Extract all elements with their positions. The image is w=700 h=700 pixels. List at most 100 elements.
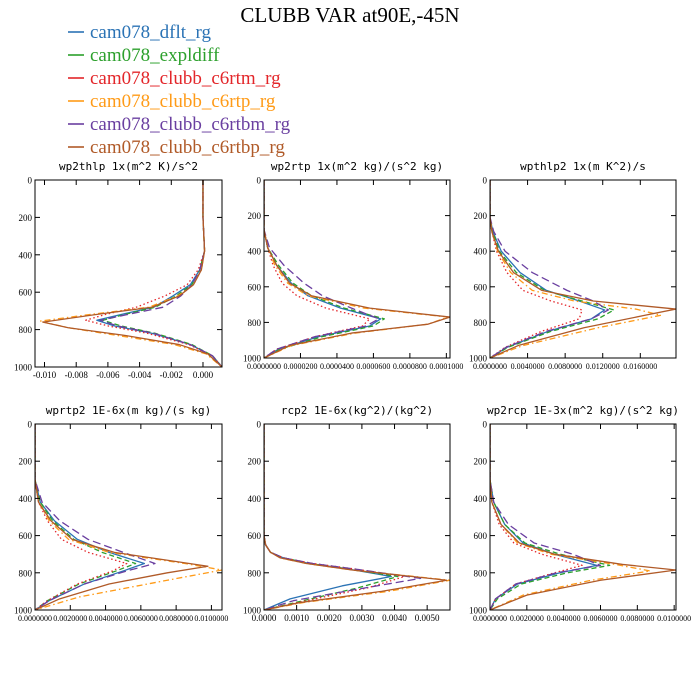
y-tick-label: 400 (248, 494, 262, 504)
plot-frame (34, 423, 223, 611)
series-line-cam078_clubb_c6rtbp_rg (490, 180, 676, 358)
plot-frame (489, 423, 677, 611)
x-tick-label: 0.0040000 (511, 362, 545, 371)
legend-item: cam078_expldiff (68, 45, 220, 66)
y-tick-label: 200 (19, 213, 33, 223)
x-tick-label: 0.000 (193, 370, 214, 380)
x-tick-label: 0.0020000 (53, 614, 87, 623)
x-tick-label: 0.0000000 (247, 362, 281, 371)
series-line-cam078_dflt_rg (264, 424, 392, 610)
series-line-cam078_clubb_c6rtbm_rg (99, 180, 222, 367)
x-tick-label: 0.0080000 (620, 614, 654, 623)
series-line-cam078_clubb_c6rtbp_rg (264, 424, 448, 610)
y-tick-label: 200 (19, 457, 33, 467)
x-tick-label: -0.010 (33, 370, 57, 380)
chart-panel: wpthlp2 1x(m K^2)/s020040060080010000.00… (469, 160, 677, 371)
x-tick-label: 0.0050 (415, 613, 440, 623)
x-tick-label: 0.0000400 (320, 362, 354, 371)
y-tick-label: 0 (28, 176, 33, 186)
x-tick-label: 0.0020000 (510, 614, 544, 623)
x-tick-label: -0.004 (128, 370, 152, 380)
chart-panel: wprtp2 1E-6x(m kg)/(s kg) 0 200 400 600 800 10… (14, 404, 228, 623)
legend-label: cam078_clubb_c6rtbm_rg (90, 114, 291, 135)
x-tick-label: 0.0160000 (623, 362, 657, 371)
y-tick-label: 1000 (14, 606, 33, 616)
panel-title: wpthlp2 1x(m K^2)/s (520, 160, 646, 173)
legend-label: cam078_dflt_rg (90, 22, 212, 43)
y-tick-label: 400 (474, 494, 488, 504)
x-tick-label: 0.0010 (284, 613, 309, 623)
x-tick-label: -0.006 (96, 370, 120, 380)
y-tick-label: 800 (474, 568, 488, 578)
series-line-cam078_clubb_c6rtp_rg (35, 424, 222, 610)
y-tick-label: 800 (474, 318, 488, 328)
series-line-cam078_clubb_c6rtbp_rg (264, 180, 450, 358)
legend-item: cam078_dflt_rg (68, 22, 212, 43)
series-group (264, 180, 450, 358)
series-line-cam078_clubb_c6rtp_rg (490, 424, 651, 610)
series-line-cam078_clubb_c6rtp_rg (264, 180, 449, 358)
y-tick-label: 1000 (469, 606, 488, 616)
y-tick-label: 800 (19, 568, 33, 578)
panel-title: wp2thlp 1x(m^2 K)/s^2 (59, 160, 198, 173)
chart-panel: wp2rcp 1E-3x(m^2 kg)/(s^2 kg) 0 200 400 600 8… (469, 404, 691, 623)
panel-title: wp2rtp 1x(m^2 kg)/(s^2 kg) (271, 160, 443, 173)
panel-title: wprtp2 1E-6x(m kg)/(s kg) (46, 404, 212, 417)
chart-panel: rcp2 1E-6x(kg^2)/(kg^2) 0 200 400 600 800 1000… (243, 404, 451, 623)
y-tick-label: 800 (248, 568, 262, 578)
y-tick-label: 600 (248, 282, 262, 292)
legend-label: cam078_clubb_c6rtp_rg (90, 91, 276, 112)
x-tick-label: 0.0030 (350, 613, 375, 623)
y-tick-label: 1000 (243, 354, 262, 364)
y-tick-label: 200 (248, 457, 262, 467)
x-tick-label: 0.0040000 (89, 614, 123, 623)
legend: cam078_dflt_rgcam078_expldiffcam078_club… (68, 22, 291, 158)
series-line-cam078_expldiff (490, 180, 615, 358)
series-line-cam078_expldiff (102, 180, 222, 367)
y-tick-label: 600 (19, 531, 33, 541)
y-tick-label: 0 (257, 176, 262, 186)
series-line-cam078_clubb_c6rtp_rg (490, 180, 662, 358)
y-tick-label: 400 (19, 494, 33, 504)
legend-label: cam078_clubb_c6rtm_rg (90, 68, 281, 89)
series-line-cam078_clubb_c6rtbm_rg (35, 424, 156, 610)
y-tick-label: 200 (474, 457, 488, 467)
chart-panel: wp2rtp 1x(m^2 kg)/(s^2 kg) 0 200 400 600 800 1… (243, 160, 463, 371)
y-tick-label: 400 (19, 250, 33, 260)
x-tick-label: 0.0080000 (159, 614, 193, 623)
x-tick-label: 0.0040000 (547, 614, 581, 623)
y-tick-label: 600 (248, 531, 262, 541)
series-line-cam078_clubb_c6rtm_rg (35, 424, 128, 610)
y-tick-label: 200 (474, 211, 488, 221)
series-line-cam078_clubb_c6rtbm_rg (264, 180, 380, 358)
series-line-cam078_clubb_c6rtbp_rg (490, 424, 676, 610)
series-line-cam078_clubb_c6rtm_rg (85, 180, 222, 367)
x-tick-label: 0.0000000 (473, 614, 507, 623)
y-tick-label: 800 (19, 325, 33, 335)
plot-frame (34, 179, 223, 368)
series-line-cam078_dflt_rg (35, 424, 146, 610)
y-tick-label: 0 (257, 420, 262, 430)
x-tick-label: 0.0080000 (548, 362, 582, 371)
series-group (490, 424, 676, 610)
series-line-cam078_clubb_c6rtp_rg (264, 424, 450, 610)
y-tick-label: 600 (474, 282, 488, 292)
legend-item: cam078_clubb_c6rtbp_rg (68, 137, 285, 158)
series-group (35, 424, 222, 610)
chart-panel: wp2thlp 1x(m^2 K)/s^202004006008001000-0… (14, 160, 223, 380)
x-tick-label: 0.0100000 (194, 614, 228, 623)
y-tick-label: 200 (248, 211, 262, 221)
y-tick-label: 400 (248, 247, 262, 257)
y-tick-label: 1000 (243, 606, 262, 616)
x-tick-label: 0.0000000 (18, 614, 52, 623)
y-tick-label: 800 (248, 318, 262, 328)
x-tick-label: 0.0060000 (124, 614, 158, 623)
x-tick-label: 0.0040 (382, 613, 407, 623)
panel-title: rcp2 1E-6x(kg^2)/(kg^2) (281, 404, 433, 417)
y-tick-label: 1000 (14, 363, 33, 373)
x-tick-label: 0.0000800 (393, 362, 427, 371)
series-group (39, 180, 222, 367)
x-tick-label: 0.0000200 (283, 362, 317, 371)
series-line-cam078_clubb_c6rtbp_rg (42, 180, 222, 367)
